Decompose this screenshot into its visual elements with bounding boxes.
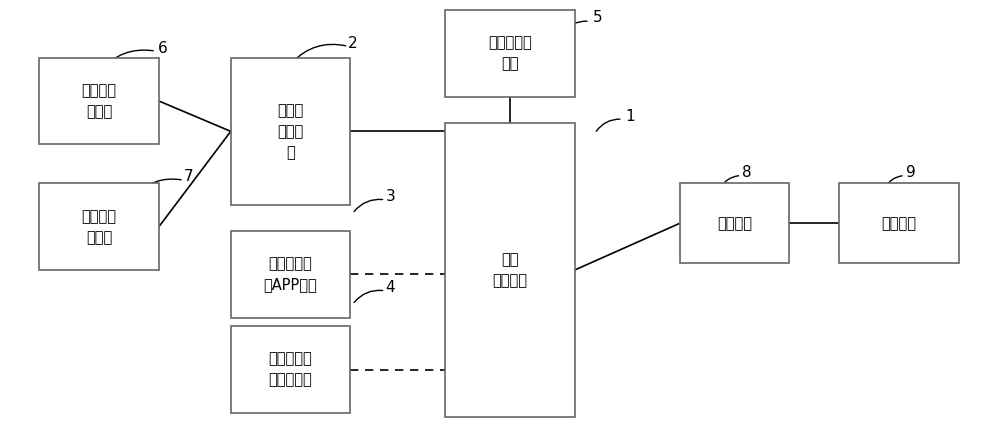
Text: 充电枪锁止
系统: 充电枪锁止 系统 [488, 35, 532, 72]
Text: 驱动电机: 驱动电机 [717, 216, 752, 231]
Text: 2: 2 [348, 36, 357, 51]
Bar [39, 184, 159, 270]
Text: 7: 7 [184, 169, 194, 184]
Text: 手机充电舱
盖蓝牙系统: 手机充电舱 盖蓝牙系统 [269, 351, 312, 388]
Bar [231, 231, 350, 318]
Text: 车身
控制单元: 车身 控制单元 [492, 252, 527, 288]
Bar [39, 58, 159, 144]
Text: 3: 3 [385, 189, 395, 204]
Bar [231, 326, 350, 413]
Text: 1: 1 [625, 109, 634, 124]
Text: 5: 5 [593, 10, 603, 25]
Text: 手机充电舱
盖APP系统: 手机充电舱 盖APP系统 [264, 256, 317, 292]
Text: 视觉图
像处理
器: 视觉图 像处理 器 [277, 103, 304, 160]
Text: 6: 6 [158, 41, 168, 56]
Bar [445, 10, 575, 97]
Bar [839, 184, 959, 263]
Bar [680, 184, 789, 263]
Text: 红外高清
摄像头: 红外高清 摄像头 [82, 209, 117, 245]
Text: 充电舱盖: 充电舱盖 [881, 216, 916, 231]
Bar [231, 58, 350, 205]
Bar [445, 123, 575, 417]
Text: 4: 4 [385, 280, 395, 295]
Text: 9: 9 [906, 165, 916, 180]
Text: 距离感应
传感器: 距离感应 传感器 [82, 83, 117, 119]
Text: 8: 8 [742, 165, 752, 180]
